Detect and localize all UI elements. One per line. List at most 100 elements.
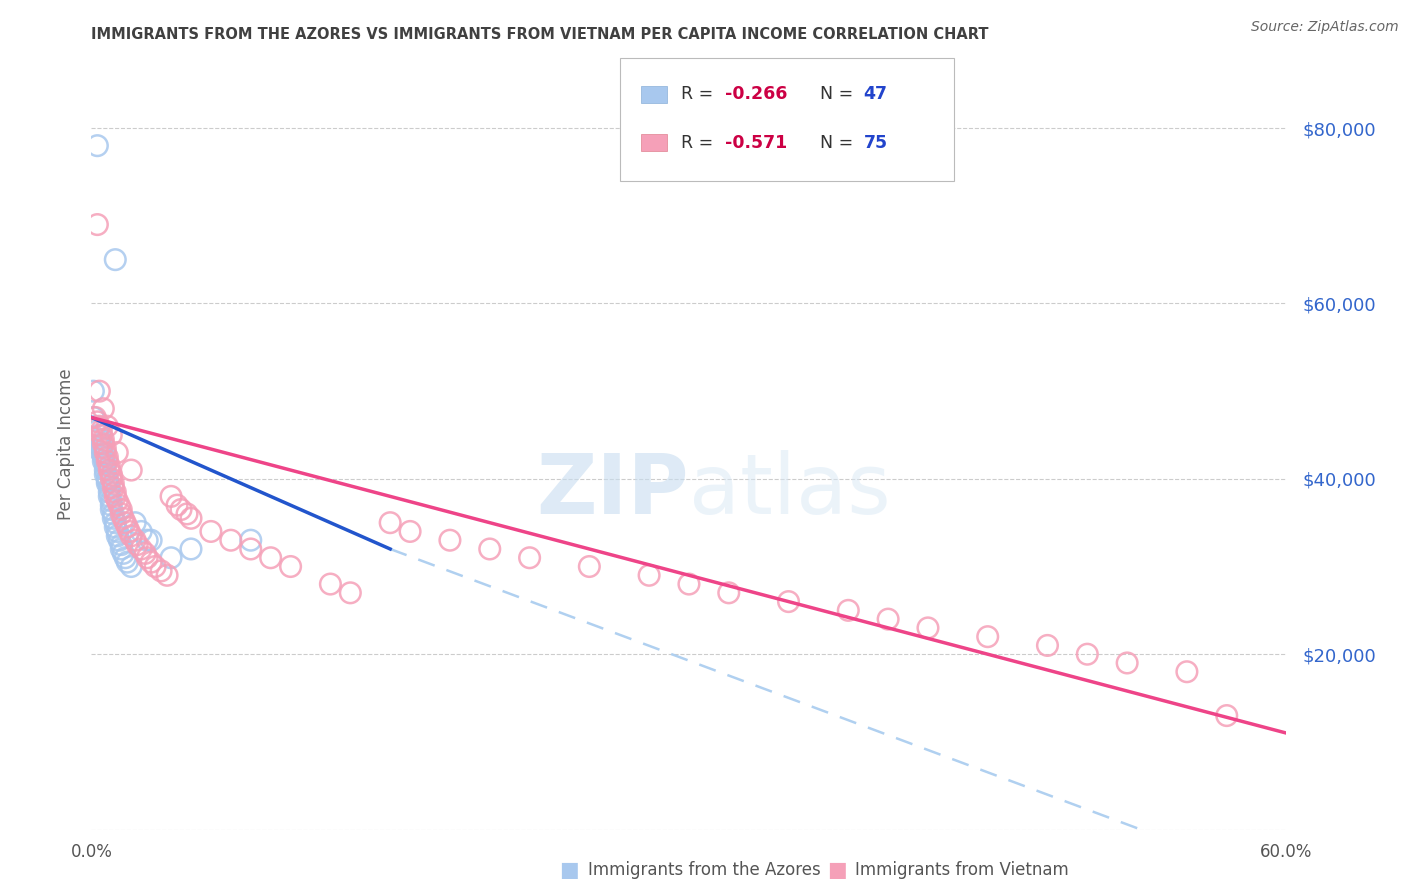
Point xyxy=(94,445,117,459)
Point xyxy=(115,555,138,569)
Point xyxy=(94,463,117,477)
Point xyxy=(112,546,135,560)
Point xyxy=(180,511,202,525)
Point xyxy=(96,472,118,486)
Point xyxy=(84,410,107,425)
Point xyxy=(150,564,173,578)
Point xyxy=(877,612,900,626)
Text: ■: ■ xyxy=(827,860,846,880)
Point xyxy=(837,603,859,617)
Point xyxy=(200,524,222,539)
Point xyxy=(100,467,122,482)
Point xyxy=(114,550,136,565)
Text: ■: ■ xyxy=(560,860,579,880)
Point xyxy=(98,489,121,503)
Point xyxy=(103,476,125,491)
Point xyxy=(176,507,198,521)
Point xyxy=(103,511,125,525)
Point xyxy=(90,436,112,450)
Point xyxy=(141,533,162,548)
Point xyxy=(89,428,111,442)
Point xyxy=(976,630,998,644)
Point xyxy=(141,555,162,569)
Point xyxy=(120,559,142,574)
Point xyxy=(103,507,125,521)
Point xyxy=(156,568,179,582)
Point xyxy=(120,463,142,477)
Point xyxy=(120,529,142,543)
Point xyxy=(112,511,135,525)
Point xyxy=(280,559,302,574)
Point xyxy=(98,485,121,500)
Point xyxy=(93,454,115,468)
Point xyxy=(93,436,115,450)
Point xyxy=(89,433,111,447)
Point xyxy=(778,594,800,608)
Point xyxy=(259,550,281,565)
Point xyxy=(124,533,146,548)
Point xyxy=(519,550,541,565)
Point xyxy=(160,489,183,503)
Point xyxy=(1116,656,1139,670)
Point xyxy=(1215,708,1237,723)
Text: ZIP: ZIP xyxy=(537,450,689,531)
Y-axis label: Per Capita Income: Per Capita Income xyxy=(56,368,75,519)
Text: N =: N = xyxy=(821,134,859,152)
Point xyxy=(136,550,159,565)
Point xyxy=(578,559,600,574)
Point xyxy=(82,384,104,399)
Point xyxy=(104,485,127,500)
Point xyxy=(114,516,136,530)
Text: N =: N = xyxy=(821,86,859,103)
FancyBboxPatch shape xyxy=(641,135,668,152)
Point xyxy=(678,577,700,591)
Point xyxy=(93,401,115,416)
Point xyxy=(86,424,108,438)
Point xyxy=(239,541,262,556)
Text: R =: R = xyxy=(681,86,718,103)
Point xyxy=(105,529,128,543)
Point xyxy=(100,493,122,508)
Point xyxy=(378,516,402,530)
Point xyxy=(100,498,122,512)
Point xyxy=(638,568,661,582)
Point xyxy=(105,524,128,539)
FancyBboxPatch shape xyxy=(620,58,955,181)
Point xyxy=(100,472,122,486)
Text: Immigrants from Vietnam: Immigrants from Vietnam xyxy=(855,861,1069,879)
Text: -0.266: -0.266 xyxy=(725,86,787,103)
Point xyxy=(1036,639,1059,653)
Point xyxy=(124,516,146,530)
Point xyxy=(180,541,202,556)
Point xyxy=(136,533,159,548)
Point xyxy=(86,415,108,429)
Point xyxy=(94,456,117,470)
Point xyxy=(160,550,183,565)
Point xyxy=(93,447,115,461)
Point xyxy=(94,467,117,482)
Point xyxy=(86,218,108,232)
Point xyxy=(439,533,461,548)
Point xyxy=(108,533,131,548)
Point xyxy=(110,502,132,516)
Point xyxy=(82,410,104,425)
Point xyxy=(89,419,111,434)
Point xyxy=(96,476,118,491)
Point xyxy=(1076,647,1098,661)
Point xyxy=(127,538,149,552)
FancyBboxPatch shape xyxy=(641,86,668,103)
Point xyxy=(98,463,121,477)
Point xyxy=(129,541,152,556)
Point xyxy=(96,419,118,434)
Point xyxy=(93,450,115,464)
Point xyxy=(917,621,939,635)
Point xyxy=(110,541,132,556)
Point xyxy=(104,489,127,503)
Point xyxy=(84,419,107,434)
Point xyxy=(89,384,111,399)
Text: 75: 75 xyxy=(863,134,887,152)
Point xyxy=(110,538,132,552)
Text: R =: R = xyxy=(681,134,718,152)
Point xyxy=(1175,665,1198,679)
Point xyxy=(104,516,127,530)
